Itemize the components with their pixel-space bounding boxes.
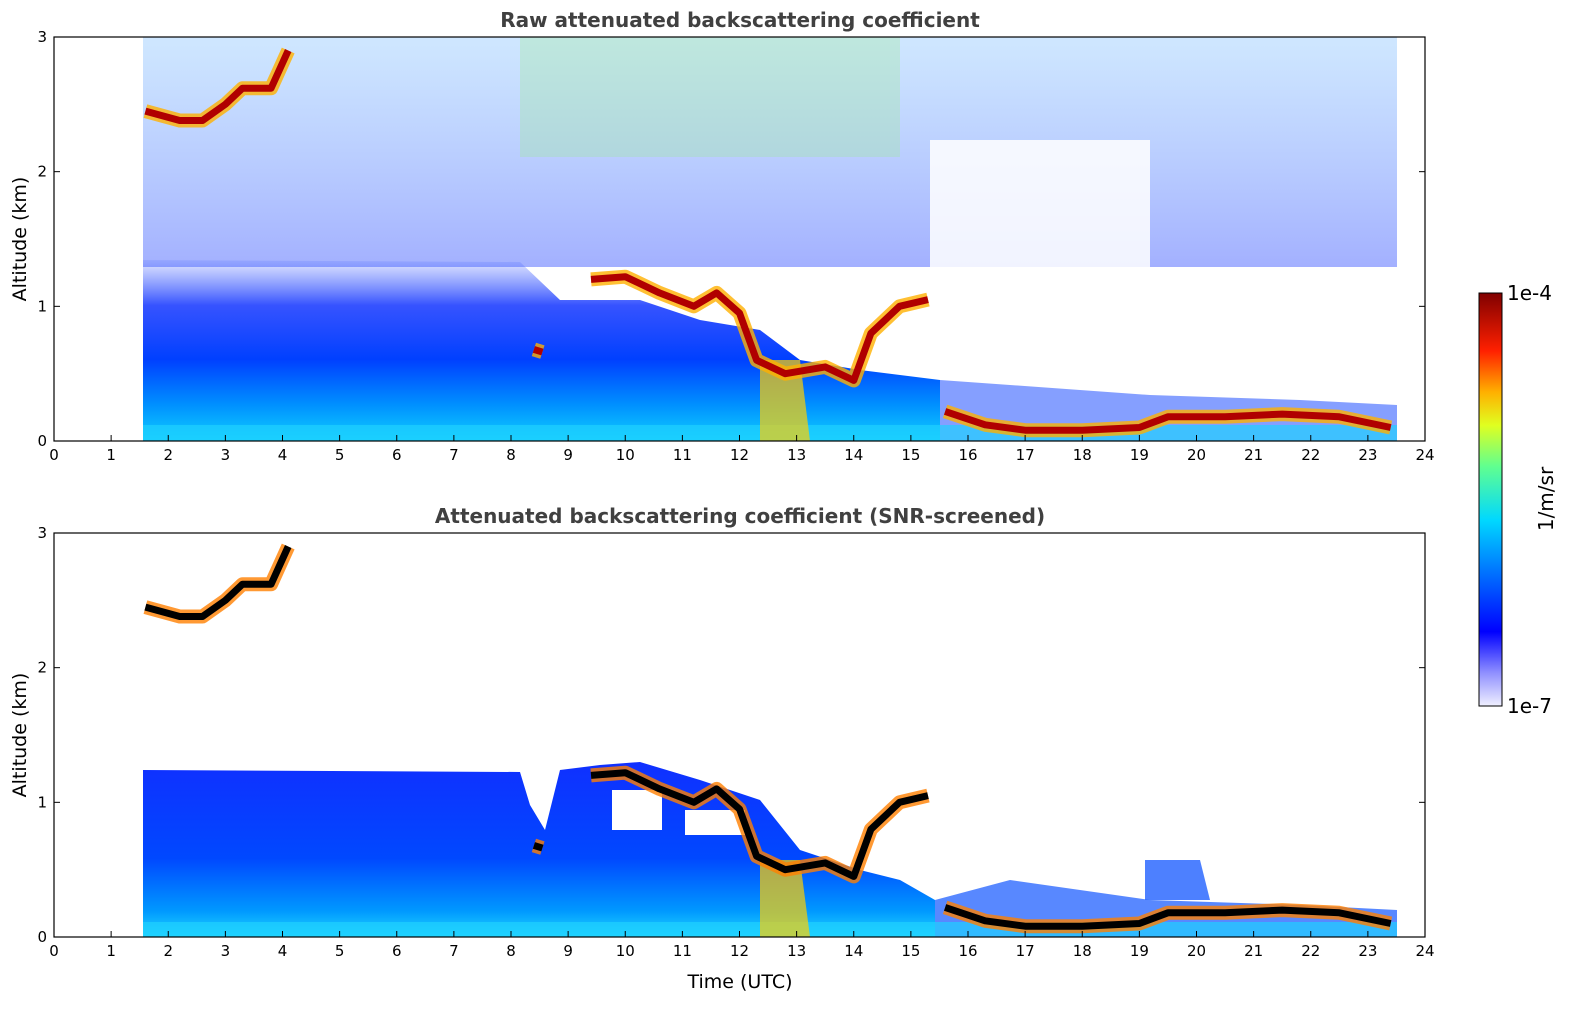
x-tick-label: 9 xyxy=(563,942,573,960)
x-tick-label: 19 xyxy=(1130,942,1149,960)
x-tick-label: 23 xyxy=(1358,942,1377,960)
x-tick-label: 9 xyxy=(563,446,573,464)
y-tick-label: 2 xyxy=(37,163,47,181)
x-tick-label: 15 xyxy=(901,942,920,960)
x-tick-label: 10 xyxy=(616,942,635,960)
x-tick-label: 12 xyxy=(730,446,749,464)
cloud-layer-line xyxy=(590,769,929,880)
x-tick-label: 15 xyxy=(901,446,920,464)
x-tick-label: 0 xyxy=(49,942,59,960)
x-tick-label: 13 xyxy=(787,942,806,960)
x-tick-label: 24 xyxy=(1415,446,1434,464)
screened-heatmap xyxy=(54,533,1425,937)
y-tick-label: 1 xyxy=(37,793,47,811)
x-tick-label: 1 xyxy=(106,446,116,464)
x-tick-label: 18 xyxy=(1073,942,1092,960)
x-tick-label: 3 xyxy=(221,446,231,464)
y-tick-label: 0 xyxy=(37,928,47,946)
x-tick-label: 6 xyxy=(392,942,402,960)
raw-cloud-layer xyxy=(143,47,1393,438)
y-tick-label: 3 xyxy=(37,28,47,46)
raw-axis-ticks: 0 1 2 3 4 5 6 7 8 9 10 11 12 13 14 15 16 17 18 19 20 21 22 23 24… xyxy=(37,28,1434,464)
colorbar-max-label: 1e-4 xyxy=(1507,281,1552,305)
x-tick-label: 3 xyxy=(221,942,231,960)
x-tick-label: 4 xyxy=(278,446,288,464)
x-tick-label: 11 xyxy=(673,942,692,960)
screened-axis-ticks: 0 1 2 3 4 5 6 7 8 9 10 11 12 13 14 15 16 17 18 19 20 21 22 23 24… xyxy=(37,524,1434,960)
x-axis-label: Time (UTC) xyxy=(686,971,792,993)
cloud-layer-line xyxy=(144,545,292,620)
x-tick-label: 8 xyxy=(506,942,516,960)
x-tick-label: 17 xyxy=(1016,942,1035,960)
x-tick-label: 23 xyxy=(1358,446,1377,464)
x-tick-label: 12 xyxy=(730,942,749,960)
x-tick-label: 6 xyxy=(392,446,402,464)
x-tick-label: 14 xyxy=(844,446,863,464)
x-tick-label: 8 xyxy=(506,446,516,464)
x-tick-label: 5 xyxy=(335,446,345,464)
colorbar-min-label: 1e-7 xyxy=(1507,694,1552,718)
x-tick-label: 10 xyxy=(616,446,635,464)
x-tick-label: 13 xyxy=(787,446,806,464)
x-tick-label: 0 xyxy=(49,446,59,464)
colorbar-gradient xyxy=(1478,292,1503,707)
cloud-layer-line xyxy=(943,904,1392,930)
cloud-layer-line xyxy=(590,273,929,384)
x-tick-label: 16 xyxy=(958,942,977,960)
x-tick-label: 20 xyxy=(1187,446,1206,464)
x-tick-label: 4 xyxy=(278,942,288,960)
x-tick-label: 16 xyxy=(958,446,977,464)
x-tick-label: 2 xyxy=(163,942,173,960)
x-tick-label: 11 xyxy=(673,446,692,464)
x-tick-label: 17 xyxy=(1016,446,1035,464)
x-tick-label: 2 xyxy=(163,446,173,464)
x-tick-label: 7 xyxy=(449,446,459,464)
cloud-layer-line xyxy=(144,49,292,124)
cloud-layer-line xyxy=(532,842,544,852)
x-tick-label: 18 xyxy=(1073,446,1092,464)
raw-backscatter-panel: Raw attenuated backscattering coefficien… xyxy=(9,8,1435,464)
y-tick-label: 3 xyxy=(37,524,47,542)
panel-title-screened: Attenuated backscattering coefficient (S… xyxy=(435,504,1045,528)
x-tick-label: 24 xyxy=(1415,942,1434,960)
colorbar-unit-label: 1/m/sr xyxy=(1534,466,1558,531)
y-tick-label: 1 xyxy=(37,297,47,315)
panel-title-raw: Raw attenuated backscattering coefficien… xyxy=(500,8,980,32)
x-tick-label: 1 xyxy=(106,942,116,960)
x-tick-label: 22 xyxy=(1301,446,1320,464)
y-tick-label: 0 xyxy=(37,432,47,450)
cloud-layer-line xyxy=(943,408,1392,434)
cloud-layer-line xyxy=(532,346,544,356)
screened-y-axis-label: Altitude (km) xyxy=(9,673,31,798)
x-tick-label: 14 xyxy=(844,942,863,960)
x-tick-label: 21 xyxy=(1244,942,1263,960)
colorbar: 1e-4 1e-7 1/m/sr xyxy=(1478,281,1558,718)
x-tick-label: 22 xyxy=(1301,942,1320,960)
snr-screened-panel: Attenuated backscattering coefficient (S… xyxy=(9,504,1435,993)
x-tick-label: 21 xyxy=(1244,446,1263,464)
x-tick-label: 5 xyxy=(335,942,345,960)
raw-y-axis-label: Altitude (km) xyxy=(9,177,31,302)
raw-heatmap xyxy=(143,37,1397,441)
x-tick-label: 20 xyxy=(1187,942,1206,960)
screened-cloud-layer xyxy=(143,543,1393,934)
x-tick-label: 7 xyxy=(449,942,459,960)
y-tick-label: 2 xyxy=(37,659,47,677)
x-tick-label: 19 xyxy=(1130,446,1149,464)
